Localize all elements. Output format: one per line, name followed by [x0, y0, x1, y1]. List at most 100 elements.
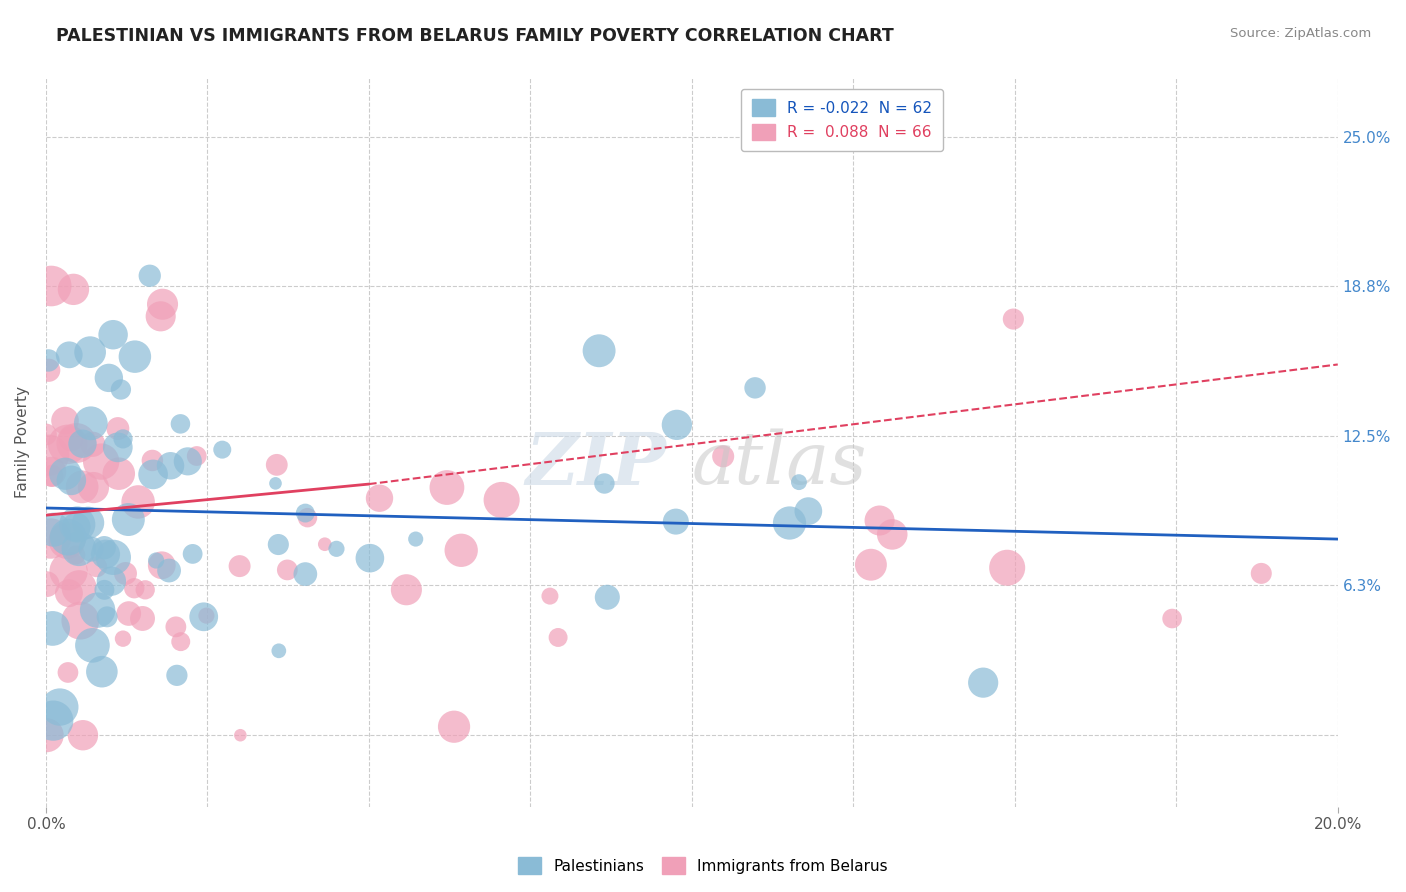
- Point: [96, 610, 118, 624]
- Point: [152, 297, 174, 311]
- Point: [368, 491, 391, 506]
- Point: [66, 517, 89, 532]
- Point: [1002, 312, 1025, 326]
- Point: [42, 523, 65, 537]
- Point: [39, 532, 62, 546]
- Point: [195, 608, 218, 623]
- Point: [665, 417, 688, 432]
- Point: [90, 665, 112, 679]
- Point: [450, 543, 472, 558]
- Point: [69, 614, 91, 628]
- Point: [80, 417, 103, 431]
- Point: [58, 348, 80, 362]
- Point: [56, 530, 79, 544]
- Point: [79, 345, 101, 359]
- Point: [82, 638, 104, 652]
- Point: [181, 547, 204, 561]
- Point: [166, 668, 188, 682]
- Point: [491, 492, 513, 507]
- Point: [211, 442, 233, 457]
- Point: [122, 581, 145, 595]
- Point: [869, 514, 891, 528]
- Point: [266, 458, 288, 472]
- Point: [67, 581, 90, 595]
- Point: [193, 609, 215, 624]
- Point: [107, 421, 129, 435]
- Point: [744, 381, 766, 395]
- Point: [39, 279, 62, 293]
- Point: [77, 516, 100, 530]
- Point: [82, 437, 104, 451]
- Legend: R = -0.022  N = 62, R =  0.088  N = 66: R = -0.022 N = 62, R = 0.088 N = 66: [741, 88, 942, 151]
- Point: [56, 665, 79, 680]
- Point: [588, 343, 610, 358]
- Point: [93, 541, 115, 555]
- Point: [593, 476, 616, 491]
- Point: [538, 589, 561, 603]
- Point: [67, 541, 90, 556]
- Point: [1161, 611, 1184, 625]
- Point: [35, 728, 58, 742]
- Point: [177, 454, 200, 468]
- Point: [107, 467, 129, 481]
- Point: [228, 559, 250, 574]
- Point: [665, 515, 688, 529]
- Point: [72, 436, 94, 450]
- Point: [41, 622, 63, 636]
- Point: [165, 620, 187, 634]
- Point: [60, 474, 83, 488]
- Point: [60, 432, 83, 446]
- Point: [229, 728, 252, 742]
- Point: [264, 476, 287, 491]
- Point: [90, 454, 112, 468]
- Point: [596, 591, 619, 605]
- Point: [131, 611, 153, 625]
- Point: [35, 577, 58, 591]
- Point: [58, 564, 80, 578]
- Point: [267, 537, 290, 551]
- Point: [38, 363, 60, 377]
- Point: [186, 449, 208, 463]
- Point: [111, 432, 134, 446]
- Point: [65, 548, 87, 562]
- Point: [103, 550, 125, 565]
- Text: ZIP: ZIP: [526, 428, 666, 500]
- Point: [53, 467, 76, 481]
- Text: PALESTINIAN VS IMMIGRANTS FROM BELARUS FAMILY POVERTY CORRELATION CHART: PALESTINIAN VS IMMIGRANTS FROM BELARUS F…: [56, 27, 894, 45]
- Point: [297, 510, 319, 524]
- Point: [111, 632, 134, 646]
- Point: [711, 450, 734, 464]
- Point: [159, 458, 181, 473]
- Point: [150, 558, 173, 573]
- Legend: Palestinians, Immigrants from Belarus: Palestinians, Immigrants from Belarus: [512, 851, 894, 880]
- Point: [82, 481, 104, 495]
- Point: [314, 537, 336, 551]
- Point: [1250, 566, 1272, 581]
- Point: [797, 504, 820, 518]
- Point: [294, 506, 316, 520]
- Point: [134, 582, 156, 597]
- Point: [37, 448, 59, 462]
- Point: [41, 465, 63, 479]
- Y-axis label: Family Poverty: Family Poverty: [15, 386, 30, 499]
- Point: [70, 480, 93, 494]
- Text: Source: ZipAtlas.com: Source: ZipAtlas.com: [1230, 27, 1371, 40]
- Point: [436, 481, 458, 495]
- Point: [65, 436, 87, 450]
- Point: [49, 700, 72, 714]
- Point: [995, 560, 1018, 574]
- Point: [141, 453, 163, 467]
- Point: [35, 427, 58, 442]
- Point: [149, 310, 172, 324]
- Point: [117, 512, 139, 526]
- Point: [267, 644, 290, 658]
- Point: [56, 437, 79, 451]
- Point: [56, 533, 79, 548]
- Point: [294, 567, 316, 582]
- Point: [100, 574, 122, 589]
- Point: [58, 586, 80, 600]
- Point: [779, 516, 801, 530]
- Point: [110, 383, 132, 397]
- Point: [787, 475, 810, 490]
- Point: [145, 553, 167, 567]
